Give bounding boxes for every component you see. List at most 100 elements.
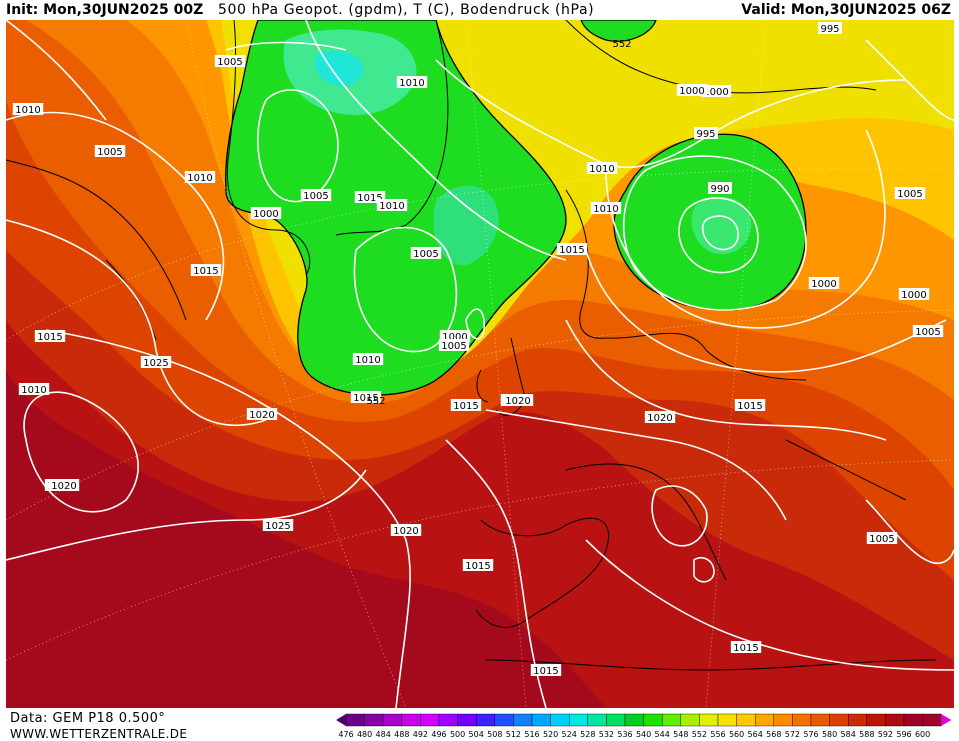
- isobar-label-bg: [246, 408, 278, 420]
- isobar-label-text: 1000: [901, 290, 926, 301]
- isobar-label: 1000: [676, 84, 708, 97]
- isobar-label: 1000: [898, 288, 930, 301]
- legend-tick-label: 600: [915, 730, 930, 738]
- legend-swatch: [643, 713, 663, 727]
- isobar-label: 1020: [390, 524, 422, 537]
- isobar-label-bg: [450, 399, 482, 411]
- isobar-label-bg: [694, 127, 718, 139]
- legend-swatch: [420, 713, 440, 727]
- isobar-label-text: 1000: [811, 279, 836, 290]
- legend-tick-label: 504: [469, 730, 484, 738]
- isobar-label: 1010: [586, 162, 618, 175]
- legend-tick-label: 532: [599, 730, 614, 738]
- legend-swatch: [662, 713, 682, 727]
- legend-swatch: [866, 713, 886, 727]
- legend-tick-label: 560: [729, 730, 744, 738]
- isobar-label-text: 1010: [399, 78, 424, 89]
- legend-tick-label: 548: [673, 730, 688, 738]
- isobar-label-bg: [410, 247, 442, 259]
- legend-tick-label: 508: [487, 730, 502, 738]
- isobar-label: 1015: [462, 559, 494, 572]
- legend-tick-label: 476: [338, 730, 353, 738]
- isobar-label-text: 1010: [21, 385, 46, 396]
- legend-tick-label: 536: [617, 730, 632, 738]
- legend-arrow-low: [336, 714, 346, 726]
- isobar-label-bg: [18, 383, 50, 395]
- legend-tick-label: 540: [636, 730, 651, 738]
- isobar-label-bg: [94, 145, 126, 157]
- legend-tick-label: 552: [692, 730, 707, 738]
- legend-tick-label: 576: [803, 730, 818, 738]
- isobar-label-bg: [262, 519, 294, 531]
- legend-swatch: [773, 713, 793, 727]
- legend-swatch: [475, 713, 495, 727]
- balkans: [785, 439, 907, 501]
- isobar-label-bg: [586, 162, 618, 174]
- legend-swatch: [531, 713, 551, 727]
- isobar-label-text: 1000: [679, 86, 704, 97]
- isobar-label-text: 1005: [303, 191, 328, 202]
- isobar-label-text: 1020: [393, 526, 418, 537]
- isobar-label: 1010: [590, 202, 622, 215]
- legend-tick-label: 484: [376, 730, 391, 738]
- legend-swatch: [457, 713, 477, 727]
- isobar-label-text: 995: [696, 129, 715, 140]
- isobar-label-text: 1015: [453, 401, 478, 412]
- legend-swatch: [494, 713, 514, 727]
- trough-core-548: [314, 50, 364, 86]
- isobars: [6, 20, 954, 708]
- isobar-label-text: 1015: [353, 393, 378, 404]
- isobar-label-bg: [190, 264, 222, 276]
- isobar-label: 1005: [214, 55, 246, 68]
- isobar-label-bg: [462, 559, 494, 571]
- labrador-coast: [6, 159, 187, 321]
- height-labels: 552 552: [366, 39, 631, 407]
- isobar-label-bg: [708, 182, 732, 194]
- legend-swatch: [736, 713, 756, 727]
- legend-tick-label: 572: [785, 730, 800, 738]
- isobar-label: 1000: [250, 207, 282, 220]
- coastlines: [6, 20, 937, 671]
- legend-swatch: [624, 713, 644, 727]
- data-source: Data: GEM P18 0.500°: [10, 711, 166, 726]
- isobar-label-bg: [730, 641, 762, 653]
- legend-swatch: [345, 713, 365, 727]
- legend-swatch: [755, 713, 775, 727]
- legend-tick-label: 480: [357, 730, 372, 738]
- legend-tick-label: 596: [896, 730, 911, 738]
- iberia: [475, 517, 610, 628]
- isobar-label-text: 1015: [37, 332, 62, 343]
- weather-map: 1005 1010 1005 1010 1000 1005 1015 1010 1005 1000…: [6, 20, 954, 708]
- isobar-label: 1020: [644, 411, 676, 424]
- isobar-label-text: 1015: [533, 666, 558, 677]
- isobar-label-text: 1025: [143, 358, 168, 369]
- isobar-label-bg: [808, 277, 840, 289]
- color-legend: 476 480 484 488 492 496 500 504 508 512 516 520 524 5…: [336, 713, 952, 738]
- legend-tick-label: 580: [822, 730, 837, 738]
- isobar-label-text: 1010: [187, 173, 212, 184]
- isobar-label-bg: [866, 532, 898, 544]
- legend-swatch: [717, 713, 737, 727]
- isobar-label-bg: [352, 353, 384, 365]
- isobar-label-text: 1010: [355, 355, 380, 366]
- legend-swatch: [587, 713, 607, 727]
- isobar-label-text: 1005: [217, 57, 242, 68]
- isobar-label-text: 1020: [249, 410, 274, 421]
- graticule: [6, 20, 954, 708]
- isobar-label: 1010: [12, 103, 44, 116]
- legend-tick-label: 584: [841, 730, 856, 738]
- legend-swatch: [848, 713, 868, 727]
- isobar-label-text: 1015: [357, 193, 382, 204]
- legend-swatch: [568, 713, 588, 727]
- legend-swatch: [513, 713, 533, 727]
- isobar-label-text: 1015: [559, 245, 584, 256]
- isobar-label-bg: [396, 76, 428, 88]
- isobar-label-bg: [48, 479, 80, 491]
- isobar-label: 990: [708, 182, 732, 195]
- legend-tick-label: 556: [710, 730, 725, 738]
- isobar-label-bg: [438, 339, 470, 351]
- legend-tick-label: 516: [524, 730, 539, 738]
- isobar-label-text: 1010: [15, 105, 40, 116]
- legend-tick-label: 492: [413, 730, 428, 738]
